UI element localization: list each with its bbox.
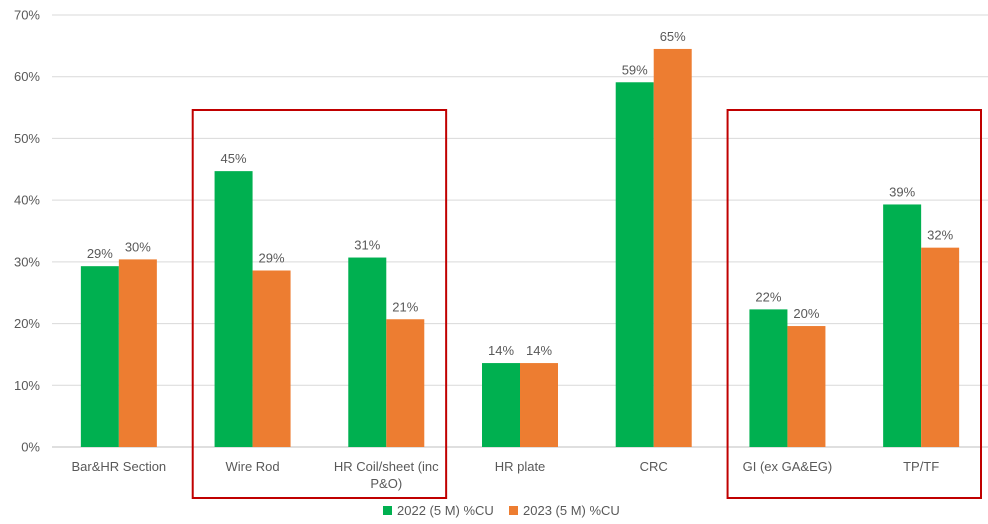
y-tick-label: 20% bbox=[14, 316, 40, 331]
bar bbox=[787, 326, 826, 447]
bar bbox=[520, 363, 558, 447]
x-axis-categories: Bar&HR Section Wire Rod HR Coil/sheet (inc… bbox=[72, 459, 940, 491]
data-label: 14% bbox=[526, 343, 552, 358]
bar bbox=[921, 247, 960, 447]
y-tick-label: 10% bbox=[14, 378, 40, 393]
legend: 2022 (5 M) %CU 2023 (5 M) %CU bbox=[383, 503, 620, 518]
y-tick-label: 60% bbox=[14, 69, 40, 84]
x-tick-label: HR Coil/sheet (inc P&O) bbox=[334, 459, 439, 491]
x-tick-label: CRC bbox=[640, 459, 668, 474]
bar bbox=[252, 270, 291, 447]
highlight-boxes bbox=[191, 109, 982, 499]
data-label: 29% bbox=[87, 246, 113, 261]
bar bbox=[653, 48, 692, 447]
bar bbox=[482, 363, 520, 447]
y-tick-label: 50% bbox=[14, 131, 40, 146]
bar bbox=[80, 266, 119, 447]
bar bbox=[118, 259, 157, 447]
bar bbox=[749, 309, 788, 447]
x-tick-label: GI (ex GA&EG) bbox=[743, 459, 833, 474]
data-label: 65% bbox=[660, 29, 686, 44]
highlight-box bbox=[191, 109, 448, 499]
data-label: 20% bbox=[793, 306, 819, 321]
x-tick-label: TP/TF bbox=[903, 459, 939, 474]
y-tick-label: 30% bbox=[14, 254, 40, 269]
data-label: 45% bbox=[221, 151, 247, 166]
bar bbox=[883, 204, 922, 447]
highlight-box bbox=[726, 109, 982, 499]
bar bbox=[214, 171, 253, 447]
x-tick-label: Wire Rod bbox=[225, 459, 279, 474]
legend-label: 2023 (5 M) %CU bbox=[523, 503, 620, 518]
bar bbox=[348, 257, 387, 447]
data-label: 59% bbox=[622, 62, 648, 77]
y-axis-ticks: 0% 10% 20% 30% 40% 50% 60% 70% bbox=[14, 8, 40, 455]
legend-swatch bbox=[509, 506, 518, 515]
data-label: 31% bbox=[354, 238, 380, 253]
data-label: 32% bbox=[927, 228, 953, 243]
legend-swatch bbox=[383, 506, 392, 515]
bar bbox=[386, 319, 425, 447]
data-label: 14% bbox=[488, 343, 514, 358]
data-label: 29% bbox=[259, 250, 285, 265]
data-label: 22% bbox=[755, 289, 781, 304]
x-tick-label: Bar&HR Section bbox=[72, 459, 167, 474]
y-tick-label: 40% bbox=[14, 193, 40, 208]
gridlines bbox=[52, 14, 988, 448]
data-label: 21% bbox=[392, 299, 418, 314]
x-tick-label: HR plate bbox=[495, 459, 546, 474]
legend-label: 2022 (5 M) %CU bbox=[397, 503, 494, 518]
data-label: 39% bbox=[889, 184, 915, 199]
bars bbox=[80, 48, 960, 448]
bar bbox=[615, 82, 654, 448]
data-labels: 29% 30% 45% 29% 31% 21% 14% 14% 59% 65% 22% 20% 39% 3… bbox=[87, 29, 954, 358]
y-tick-label: 0% bbox=[21, 440, 40, 455]
y-tick-label: 70% bbox=[14, 8, 40, 23]
data-label: 30% bbox=[125, 239, 151, 254]
